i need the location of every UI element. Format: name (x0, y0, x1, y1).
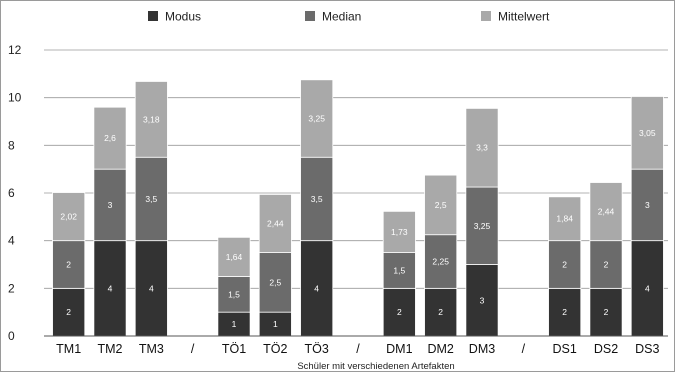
data-label: 1 (232, 319, 237, 329)
bar-segment-mittelwert (465, 107, 499, 188)
bar-segment-modus (589, 287, 623, 337)
data-label: 4 (645, 283, 650, 293)
data-label: 2,6 (104, 133, 116, 143)
bar-segment-mittelwert (300, 79, 334, 158)
bar-segment-modus (93, 240, 127, 337)
y-tick-label: 4 (8, 234, 15, 248)
bar-segment-median (217, 276, 251, 313)
data-label: 3,5 (145, 194, 157, 204)
data-label: 3 (645, 200, 650, 210)
data-label: 2,25 (432, 257, 449, 267)
bar-segment-median (93, 168, 127, 242)
legend-swatch-median (305, 11, 315, 21)
bar-segment-mittelwert (548, 196, 582, 242)
x-axis-label: Schüler mit verschiedenen Artefakten (297, 361, 454, 372)
bar-segment-mittelwert (382, 210, 416, 253)
legend-label-modus: Modus (165, 10, 201, 24)
x-tick-label: DS1 (553, 342, 577, 356)
x-tick-label: / (522, 342, 526, 356)
bar-segment-mittelwert (52, 192, 86, 242)
x-axis-ticks: TM1 TM2 TM3 / TÖ1 TÖ2 TÖ3 / DM1 DM2 DM3 / DS1 DS2 DS3 (56, 342, 659, 356)
bar-segment-mittelwert (424, 174, 458, 236)
bar-segment-mittelwert (589, 182, 623, 242)
x-tick-label: DM2 (427, 342, 453, 356)
data-label: 1 (273, 319, 278, 329)
bar-segment-median (300, 156, 334, 242)
legend-swatch-mittelwert (481, 11, 491, 21)
bar-segment-mittelwert (258, 194, 292, 253)
y-tick-label: 12 (8, 43, 22, 57)
data-label: 2,44 (598, 207, 615, 217)
data-label: 1,73 (391, 227, 408, 237)
bar-segment-modus (300, 240, 334, 337)
data-label: 1,64 (226, 252, 243, 262)
data-label: 3,18 (143, 114, 160, 124)
bar-segment-mittelwert (630, 96, 664, 170)
data-label: 3,25 (474, 221, 491, 231)
bar-segment-median (630, 168, 664, 242)
x-tick-label: TÖ1 (222, 342, 246, 356)
bar-segment-modus (630, 240, 664, 337)
data-label: 4 (149, 283, 154, 293)
data-label: 3 (108, 200, 113, 210)
data-label: 2 (604, 307, 609, 317)
data-label: 2,44 (267, 219, 284, 229)
legend-label-median: Median (322, 10, 361, 24)
data-label: 4 (108, 283, 113, 293)
data-label: 3,3 (476, 143, 488, 153)
x-tick-label: DM3 (469, 342, 495, 356)
data-label: 4 (314, 283, 319, 293)
x-tick-label: / (356, 342, 360, 356)
y-tick-label: 10 (8, 91, 22, 105)
data-label: 3 (480, 295, 485, 305)
data-label: 3,05 (639, 128, 656, 138)
data-label: 2,5 (435, 200, 447, 210)
y-tick-label: 2 (8, 281, 15, 295)
data-label: 2 (604, 260, 609, 270)
x-tick-label: DM1 (386, 342, 412, 356)
x-tick-label: TM2 (98, 342, 123, 356)
x-tick-label: TM3 (139, 342, 164, 356)
data-label: 3,25 (308, 114, 325, 124)
bar-segment-median (465, 186, 499, 265)
data-label: 1,5 (393, 265, 405, 275)
bar-segment-median (424, 234, 458, 289)
data-label: 2,02 (60, 212, 77, 222)
x-tick-label: DS2 (594, 342, 618, 356)
bar-segment-median (382, 252, 416, 289)
data-label: 2,5 (269, 277, 281, 287)
x-tick-label: / (191, 342, 195, 356)
bar-segment-mittelwert (93, 106, 127, 170)
bar-segment-modus (52, 287, 86, 337)
bar-segment-median (258, 252, 292, 313)
data-label: 2 (66, 260, 71, 270)
x-tick-label: TÖ3 (305, 342, 329, 356)
data-label: 2 (397, 307, 402, 317)
data-label: 2 (562, 307, 567, 317)
data-label: 1,84 (556, 214, 573, 224)
x-tick-label: TM1 (56, 342, 81, 356)
legend: Modus Median Mittelwert (148, 10, 550, 24)
bar-segment-modus (382, 287, 416, 337)
legend-swatch-modus (148, 11, 158, 21)
data-label: 1,5 (228, 289, 240, 299)
data-label: 3,5 (311, 194, 323, 204)
bar-segment-modus (134, 240, 168, 337)
bar-segment-median (52, 240, 86, 289)
y-tick-label: 0 (8, 329, 15, 343)
legend-label-mittelwert: Mittelwert (498, 10, 550, 24)
bar-segment-mittelwert (217, 236, 251, 277)
y-tick-label: 6 (8, 186, 15, 200)
bar-segment-mittelwert (134, 81, 168, 158)
data-label: 2 (66, 307, 71, 317)
x-tick-label: TÖ2 (263, 342, 287, 356)
x-tick-label: DS3 (635, 342, 659, 356)
data-label: 2 (562, 260, 567, 270)
y-tick-label: 8 (8, 138, 15, 152)
bar-segment-median (589, 240, 623, 289)
data-label: 2 (438, 307, 443, 317)
y-axis-ticks: 0 2 4 6 8 10 12 (8, 43, 22, 343)
